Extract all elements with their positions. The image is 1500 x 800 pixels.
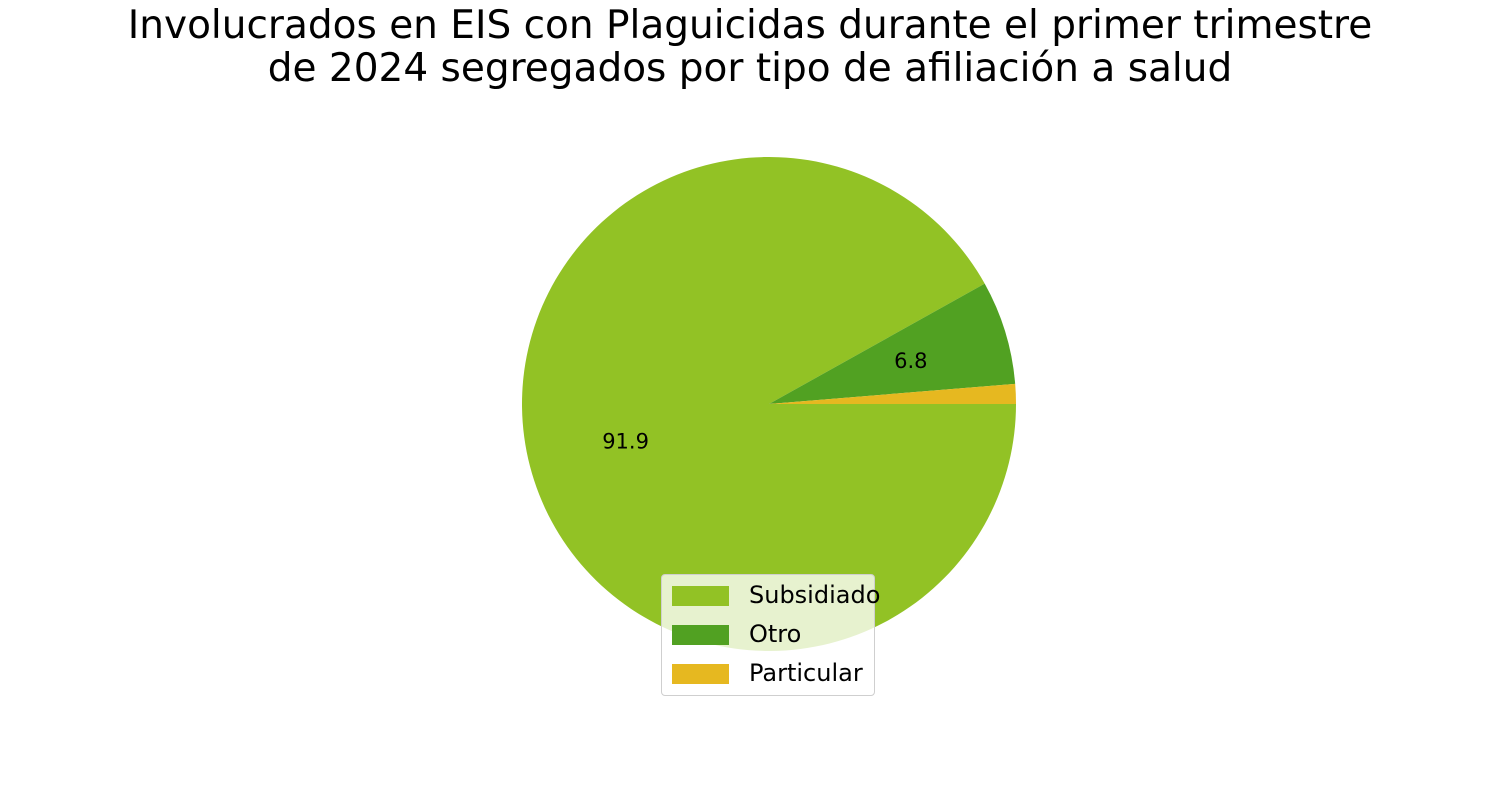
pie-label-subsidiado: 91.9 (602, 429, 649, 453)
pie-label-otro: 6.8 (894, 349, 927, 373)
legend-swatch-particular (672, 664, 729, 684)
legend-swatch-otro (672, 625, 729, 645)
legend-label-particular: Particular (749, 658, 863, 688)
legend: Subsidiado Otro Particular (661, 574, 875, 696)
legend-item-particular: Particular (672, 658, 872, 688)
legend-label-subsidiado: Subsidiado (749, 580, 880, 610)
legend-item-otro: Otro (672, 619, 872, 649)
legend-swatch-subsidiado (672, 586, 729, 606)
legend-label-otro: Otro (749, 619, 801, 649)
legend-item-subsidiado: Subsidiado (672, 580, 872, 610)
